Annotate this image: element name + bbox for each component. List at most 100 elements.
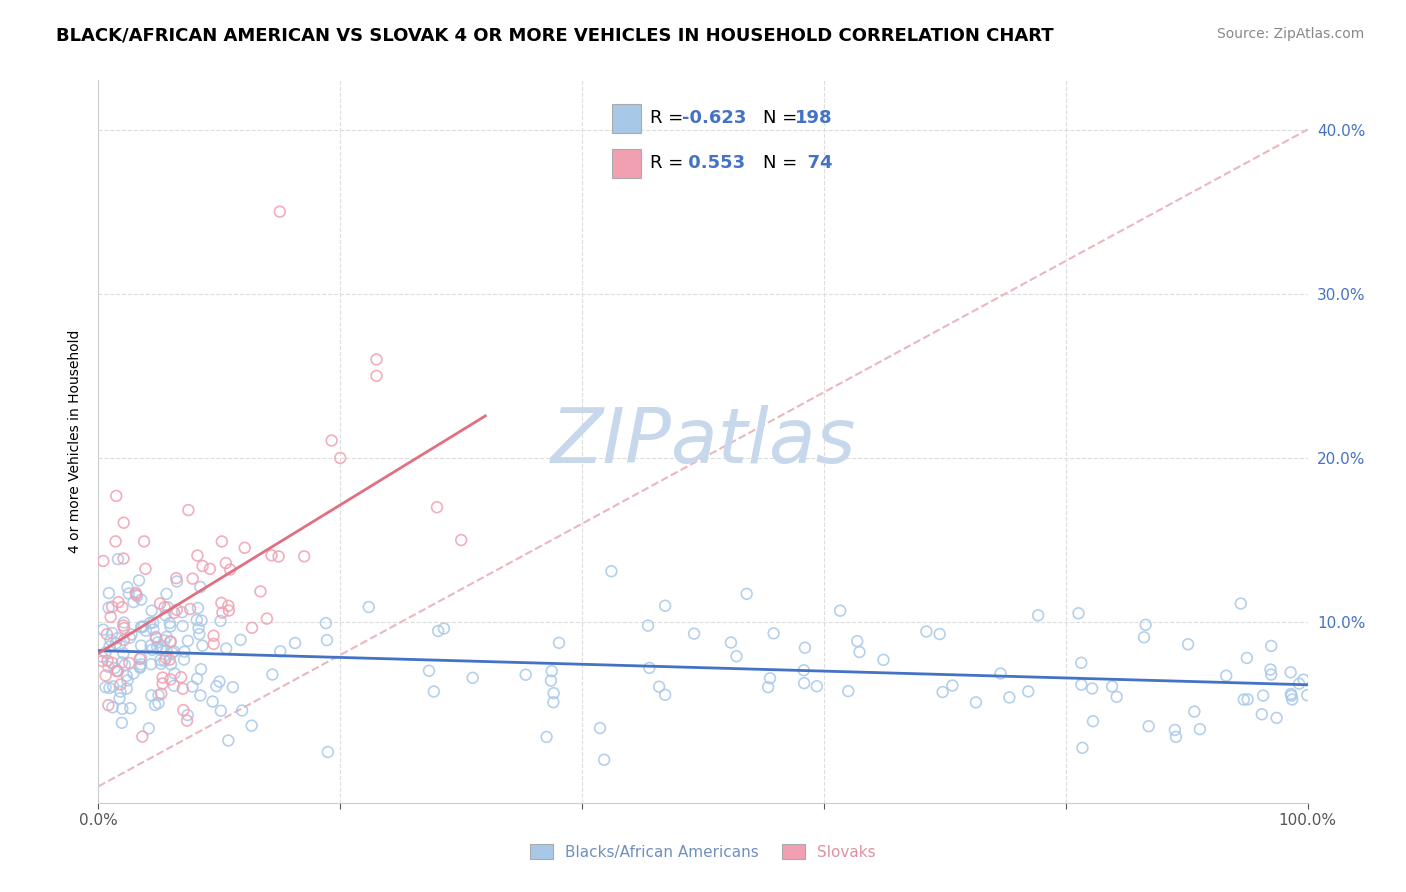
Point	[536, 730, 558, 744]
Point	[139, 615, 162, 630]
Point	[91, 623, 114, 637]
Point	[150, 657, 173, 671]
Point	[756, 680, 779, 694]
Text: ZIPatlas: ZIPatlas	[550, 405, 856, 478]
Point	[111, 702, 134, 716]
Point	[105, 664, 128, 678]
Point	[249, 584, 271, 599]
Point	[152, 671, 174, 685]
Point	[104, 534, 127, 549]
Point	[190, 662, 212, 676]
Point	[794, 640, 817, 655]
Point	[162, 646, 184, 660]
Point	[149, 642, 172, 657]
Point	[1236, 651, 1258, 665]
Point	[155, 630, 177, 644]
Point	[187, 601, 209, 615]
Point	[159, 619, 181, 633]
Point	[112, 516, 135, 530]
Point	[1081, 681, 1104, 696]
Point	[357, 600, 380, 615]
Point	[96, 627, 118, 641]
Point	[173, 645, 195, 659]
Point	[1296, 688, 1319, 702]
Point	[163, 644, 186, 658]
Point	[166, 603, 188, 617]
Point	[931, 685, 953, 699]
Point	[121, 627, 143, 641]
Point	[190, 689, 212, 703]
Point	[233, 541, 256, 555]
Point	[209, 614, 232, 628]
Point	[112, 633, 135, 648]
Point	[600, 564, 623, 578]
Point	[316, 745, 339, 759]
Point	[806, 679, 828, 693]
Point	[159, 673, 181, 687]
Point	[176, 708, 198, 723]
Point	[122, 595, 145, 609]
Point	[366, 368, 388, 383]
Point	[1233, 692, 1256, 706]
Point	[1070, 656, 1092, 670]
Point	[1135, 617, 1157, 632]
Point	[830, 604, 852, 618]
Point	[637, 618, 659, 632]
Point	[1288, 677, 1310, 691]
Point	[97, 600, 120, 615]
Point	[648, 680, 671, 694]
Point	[1177, 637, 1199, 651]
Point	[141, 642, 163, 657]
Point	[153, 633, 176, 648]
Point	[543, 686, 565, 700]
Point	[172, 619, 194, 633]
Point	[208, 674, 231, 689]
Y-axis label: 4 or more Vehicles in Household: 4 or more Vehicles in Household	[69, 330, 83, 553]
Point	[316, 633, 339, 648]
Point	[1260, 663, 1282, 677]
Point	[142, 623, 165, 637]
Point	[132, 534, 155, 549]
Point	[176, 714, 198, 728]
Point	[135, 624, 157, 638]
Point	[1067, 607, 1090, 621]
Point	[186, 613, 208, 627]
Point	[94, 646, 117, 660]
Point	[209, 596, 232, 610]
Point	[762, 626, 785, 640]
Point	[94, 668, 117, 682]
Point	[155, 643, 177, 657]
Point	[129, 657, 152, 672]
Point	[848, 645, 870, 659]
Point	[111, 600, 134, 615]
Point	[101, 679, 124, 693]
Point	[269, 644, 291, 658]
Point	[260, 549, 283, 563]
Point	[129, 620, 152, 634]
Point	[256, 611, 278, 625]
Point	[132, 619, 155, 633]
Point	[112, 551, 135, 566]
Point	[315, 616, 337, 631]
Point	[759, 671, 782, 685]
Point	[159, 615, 181, 630]
Point	[110, 677, 132, 691]
Point	[725, 649, 748, 664]
Point	[218, 603, 240, 617]
Point	[1292, 673, 1315, 687]
Point	[1260, 639, 1282, 653]
Point	[129, 650, 152, 665]
Point	[589, 721, 612, 735]
Point	[1251, 689, 1274, 703]
Point	[110, 684, 132, 698]
Point	[1188, 722, 1211, 736]
Point	[94, 680, 117, 694]
Point	[209, 704, 232, 718]
Text: Source: ZipAtlas.com: Source: ZipAtlas.com	[1216, 27, 1364, 41]
Point	[837, 684, 859, 698]
Point	[1281, 689, 1303, 703]
Point	[1070, 678, 1092, 692]
Point	[112, 646, 135, 660]
Point	[134, 562, 156, 576]
Point	[205, 679, 228, 693]
